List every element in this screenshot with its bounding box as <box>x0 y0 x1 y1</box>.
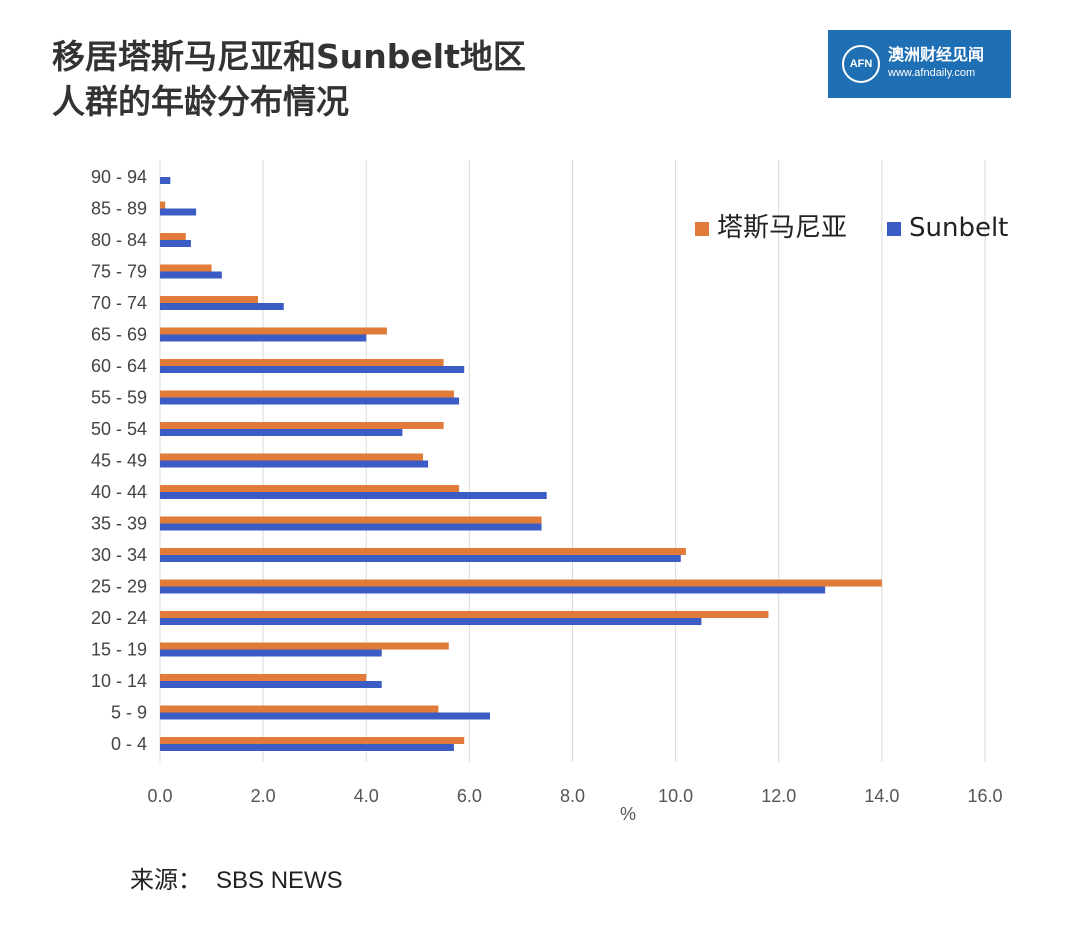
title-line-1: 移居塔斯马尼亚和Sunbelt地区 <box>52 37 526 76</box>
bar-tasmania <box>160 422 444 429</box>
legend-label-tasmania: 塔斯马尼亚 <box>717 213 847 243</box>
x-tick-label: 16.0 <box>967 786 1002 806</box>
y-tick-label: 85 - 89 <box>91 199 147 219</box>
y-tick-label: 55 - 59 <box>91 388 147 408</box>
y-tick-label: 80 - 84 <box>91 230 147 250</box>
x-tick-label: 4.0 <box>354 786 379 806</box>
bar-sunbelt <box>160 649 382 657</box>
legend-swatch-sunbelt <box>887 222 901 236</box>
bar-tasmania <box>160 453 423 461</box>
bar-tasmania <box>160 296 258 303</box>
bar-sunbelt <box>160 460 429 468</box>
bar-sunbelt <box>160 240 191 247</box>
bar-sunbelt <box>160 712 490 720</box>
bar-tasmania <box>160 579 882 587</box>
x-tick-label: 14.0 <box>864 786 899 806</box>
bar-sunbelt <box>160 618 702 625</box>
bar-tasmania <box>160 548 686 555</box>
y-tick-label: 70 - 74 <box>91 293 147 313</box>
bar-sunbelt <box>160 334 367 342</box>
bar-tasmania <box>160 516 542 524</box>
legend-swatch-tasmania <box>695 222 709 236</box>
y-tick-label: 15 - 19 <box>91 640 147 660</box>
x-tick-label: 12.0 <box>761 786 796 806</box>
title-line-2: 人群的年龄分布情况 <box>52 82 349 121</box>
bar-sunbelt <box>160 555 681 562</box>
bar-tasmania <box>160 705 439 713</box>
bar-sunbelt <box>160 208 197 216</box>
y-tick-label: 90 - 94 <box>91 167 147 187</box>
bar-tasmania <box>160 674 367 681</box>
bar-sunbelt <box>160 744 454 751</box>
bar-tasmania <box>160 642 449 650</box>
bar-tasmania <box>160 359 444 366</box>
y-tick-label: 60 - 64 <box>91 356 147 376</box>
y-tick-label: 25 - 29 <box>91 577 147 597</box>
logo-url: www.afndaily.com <box>888 67 976 79</box>
y-tick-label: 10 - 14 <box>91 671 147 691</box>
bar-tasmania <box>160 264 212 272</box>
bar-sunbelt <box>160 271 222 279</box>
bar-tasmania <box>160 737 465 744</box>
bar-sunbelt <box>160 681 382 688</box>
bar-sunbelt <box>160 492 547 499</box>
afn-logo: AFN 澳洲财经见闻 www.afndaily.com <box>828 30 1011 98</box>
y-tick-label: 35 - 39 <box>91 514 147 534</box>
bar-tasmania <box>160 201 166 209</box>
y-tick-label: 75 - 79 <box>91 262 147 282</box>
source-note: 来源： SBS NEWS <box>130 860 343 895</box>
x-tick-label: 2.0 <box>251 786 276 806</box>
x-tick-label: 8.0 <box>560 786 585 806</box>
afn-logo-icon: AFN <box>842 45 880 83</box>
bar-tasmania <box>160 327 387 335</box>
bar-tasmania <box>160 233 186 240</box>
bar-sunbelt <box>160 429 403 436</box>
bar-tasmania <box>160 390 454 398</box>
bar-sunbelt <box>160 177 171 184</box>
y-tick-label: 45 - 49 <box>91 451 147 471</box>
bar-sunbelt <box>160 586 826 594</box>
bar-sunbelt <box>160 523 542 531</box>
chart-title: 移居塔斯马尼亚和Sunbelt地区 人群的年龄分布情况 <box>52 34 526 124</box>
bar-tasmania <box>160 485 460 492</box>
x-tick-label: 0.0 <box>147 786 172 806</box>
bar-tasmania <box>160 611 769 618</box>
logo-name: 澳洲财经见闻 <box>888 45 985 64</box>
y-tick-label: 5 - 9 <box>111 703 147 723</box>
y-tick-label: 30 - 34 <box>91 545 147 565</box>
y-tick-label: 20 - 24 <box>91 608 147 628</box>
x-tick-label: 10.0 <box>658 786 693 806</box>
y-tick-label: 0 - 4 <box>111 734 147 754</box>
x-axis-label: % <box>620 804 636 824</box>
bar-sunbelt <box>160 303 284 310</box>
bar-sunbelt <box>160 366 465 373</box>
y-tick-label: 40 - 44 <box>91 482 147 502</box>
legend-label-sunbelt: Sunbelt <box>909 213 1008 243</box>
y-tick-label: 65 - 69 <box>91 325 147 345</box>
source-value: SBS NEWS <box>216 867 343 894</box>
source-label: 来源： <box>130 867 202 894</box>
x-tick-label: 6.0 <box>457 786 482 806</box>
bar-sunbelt <box>160 397 460 405</box>
y-tick-label: 50 - 54 <box>91 419 147 439</box>
